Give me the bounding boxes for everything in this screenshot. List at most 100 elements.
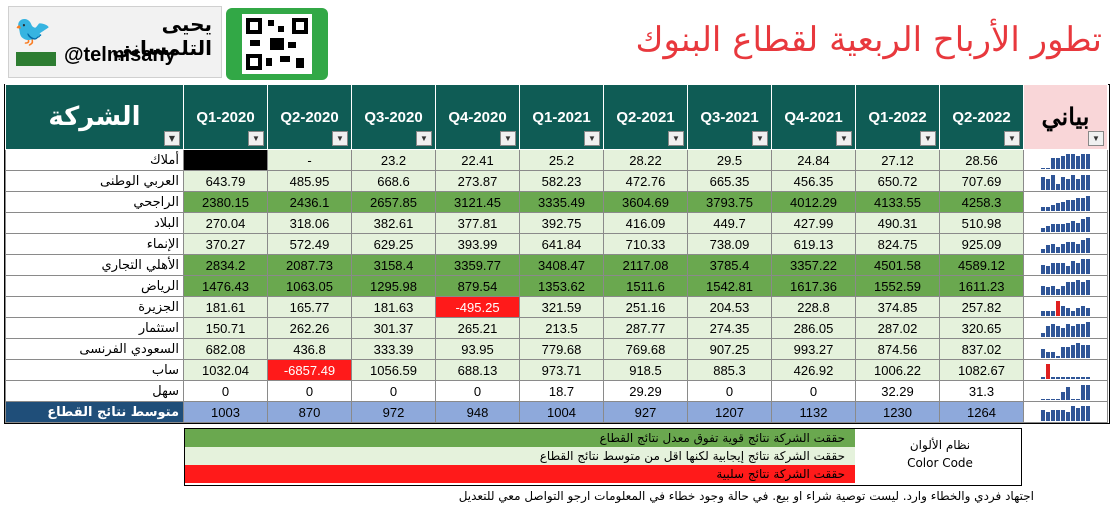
quarter-label: Q2-2020 — [280, 108, 339, 126]
filter-dropdown-icon[interactable]: ▼ — [668, 131, 684, 146]
sparkline-bar — [1086, 175, 1090, 190]
sparkline-bars — [1025, 214, 1107, 232]
sparkline-bar — [1066, 179, 1070, 190]
sparkline-bar — [1076, 223, 1080, 232]
sparkline-bar — [1051, 324, 1055, 337]
quarter-header[interactable]: Q1-2021 ▼ — [519, 84, 604, 150]
average-cell: 1264 — [939, 401, 1024, 423]
value-cell: 18.7 — [519, 380, 604, 402]
quarter-header[interactable]: Q1-2022 ▼ — [855, 84, 940, 150]
value-cell: 824.75 — [855, 233, 940, 255]
average-cell: 1207 — [687, 401, 772, 423]
value-cell: 641.84 — [519, 233, 604, 255]
value-cell: 374.85 — [855, 296, 940, 318]
value-cell: 427.99 — [771, 212, 856, 234]
value-cell: 779.68 — [519, 338, 604, 360]
filter-dropdown-icon[interactable]: ▼ — [416, 131, 432, 146]
quarter-header[interactable]: Q2-2021 ▼ — [603, 84, 688, 150]
value-cell: 1006.22 — [855, 359, 940, 381]
disclaimer: اجتهاد فردي والخطاء وارد. ليست توصية شرا… — [458, 489, 1034, 503]
sparkline — [1023, 212, 1108, 234]
value-cell: 392.75 — [519, 212, 604, 234]
sparkline-bar — [1061, 156, 1065, 169]
value-cell: 629.25 — [351, 233, 436, 255]
sparkline-bar — [1061, 328, 1065, 337]
twitter-bird-icon: 🐦 — [14, 14, 52, 49]
value-cell: 4133.55 — [855, 191, 940, 213]
value-cell: 510.98 — [939, 212, 1024, 234]
filter-dropdown-icon[interactable]: ▼ — [920, 131, 936, 146]
sparkline-bars — [1025, 361, 1107, 379]
quarter-label: Q4-2021 — [784, 108, 843, 126]
quarter-header[interactable]: Q2-2022 ▼ — [939, 84, 1024, 150]
sparkline-bar — [1081, 385, 1085, 400]
legend-box — [184, 428, 1022, 486]
table-row: الرياض 1476.43 1063.05 1295.98 879.54 1353.62… — [5, 275, 1108, 297]
filter-dropdown-icon[interactable]: ▼ — [752, 131, 768, 146]
value-cell: 1063.05 — [267, 275, 352, 297]
sparkline-bar — [1061, 347, 1065, 358]
sparkline-bars — [1025, 340, 1107, 358]
filter-dropdown-icon[interactable]: ▼ — [1088, 131, 1104, 146]
company-name: البلاد — [5, 212, 184, 234]
value-cell: 3359.77 — [435, 254, 520, 276]
quarter-header[interactable]: Q1-2020 ▼ — [183, 84, 268, 150]
average-cell: 972 — [351, 401, 436, 423]
sparkline-bar — [1051, 224, 1055, 232]
company-name: أملاك — [5, 149, 184, 171]
value-cell: 1617.36 — [771, 275, 856, 297]
sparkline-bar — [1066, 412, 1070, 421]
value-cell: 3335.49 — [519, 191, 604, 213]
sparkline-bar — [1061, 306, 1065, 316]
filter-dropdown-icon[interactable]: ▼ — [500, 131, 516, 146]
sparkline-bar — [1081, 219, 1085, 232]
company-header[interactable]: الشركة ▼ — [5, 84, 184, 150]
value-cell: 370.27 — [183, 233, 268, 255]
sparkline-bar — [1066, 223, 1070, 232]
sparkline-header[interactable]: بياني ▼ — [1023, 84, 1108, 150]
value-cell: 273.87 — [435, 170, 520, 192]
table-row: أملاك -23.2 22.41 25.2 28.22 29.5 24.84 27.12 28… — [5, 149, 1108, 171]
value-cell: 0 — [351, 380, 436, 402]
value-cell: 3785.4 — [687, 254, 772, 276]
quarter-header[interactable]: Q4-2020 ▼ — [435, 84, 520, 150]
average-cell: 1004 — [519, 401, 604, 423]
sparkline — [1023, 191, 1108, 213]
sparkline-bar — [1086, 154, 1090, 169]
sparkline-bar — [1071, 326, 1075, 337]
quarter-header[interactable]: Q3-2021 ▼ — [687, 84, 772, 150]
sparkline-bar — [1076, 280, 1080, 295]
value-cell: 643.79 — [183, 170, 268, 192]
header-row: الشركة ▼ Q1-2020 ▼ Q2-2020 ▼ Q3-2020 ▼ Q4-2020 ▼ Q… — [5, 84, 1108, 150]
value-cell: 426.92 — [771, 359, 856, 381]
filter-dropdown-icon[interactable]: ▼ — [332, 131, 348, 146]
filter-dropdown-icon[interactable]: ▼ — [836, 131, 852, 146]
sparkline — [1023, 317, 1108, 339]
value-cell: 3121.45 — [435, 191, 520, 213]
sparkline-bar — [1076, 399, 1080, 400]
sparkline-bars — [1025, 235, 1107, 253]
value-cell: 2436.1 — [267, 191, 352, 213]
value-cell: 436.8 — [267, 338, 352, 360]
quarter-header[interactable]: Q2-2020 ▼ — [267, 84, 352, 150]
quarter-header[interactable]: Q3-2020 ▼ — [351, 84, 436, 150]
sparkline-bar — [1046, 412, 1050, 421]
sparkline-bar — [1061, 202, 1065, 211]
value-cell: 688.13 — [435, 359, 520, 381]
value-cell: 885.3 — [687, 359, 772, 381]
twitter-handle: @telmisany — [64, 44, 176, 66]
legend-title-ar: نظام الألوان — [909, 438, 971, 452]
sparkline-bar — [1076, 263, 1080, 274]
sparkline — [1023, 401, 1108, 423]
sparkline-bar — [1076, 244, 1080, 253]
filter-dropdown-icon[interactable]: ▼ — [164, 131, 180, 146]
quarter-header[interactable]: Q4-2021 ▼ — [771, 84, 856, 150]
sparkline-bar — [1081, 240, 1085, 253]
filter-dropdown-icon[interactable]: ▼ — [248, 131, 264, 146]
value-cell: 23.2 — [351, 149, 436, 171]
table-row: سهل 0 0 0 0 18.7 29.29 0 0 32.29 31.3 — [5, 380, 1108, 402]
filter-active-icon[interactable]: ▼ — [1004, 131, 1020, 146]
sparkline-bar — [1056, 224, 1060, 232]
filter-dropdown-icon[interactable]: ▼ — [584, 131, 600, 146]
value-cell: 333.39 — [351, 338, 436, 360]
